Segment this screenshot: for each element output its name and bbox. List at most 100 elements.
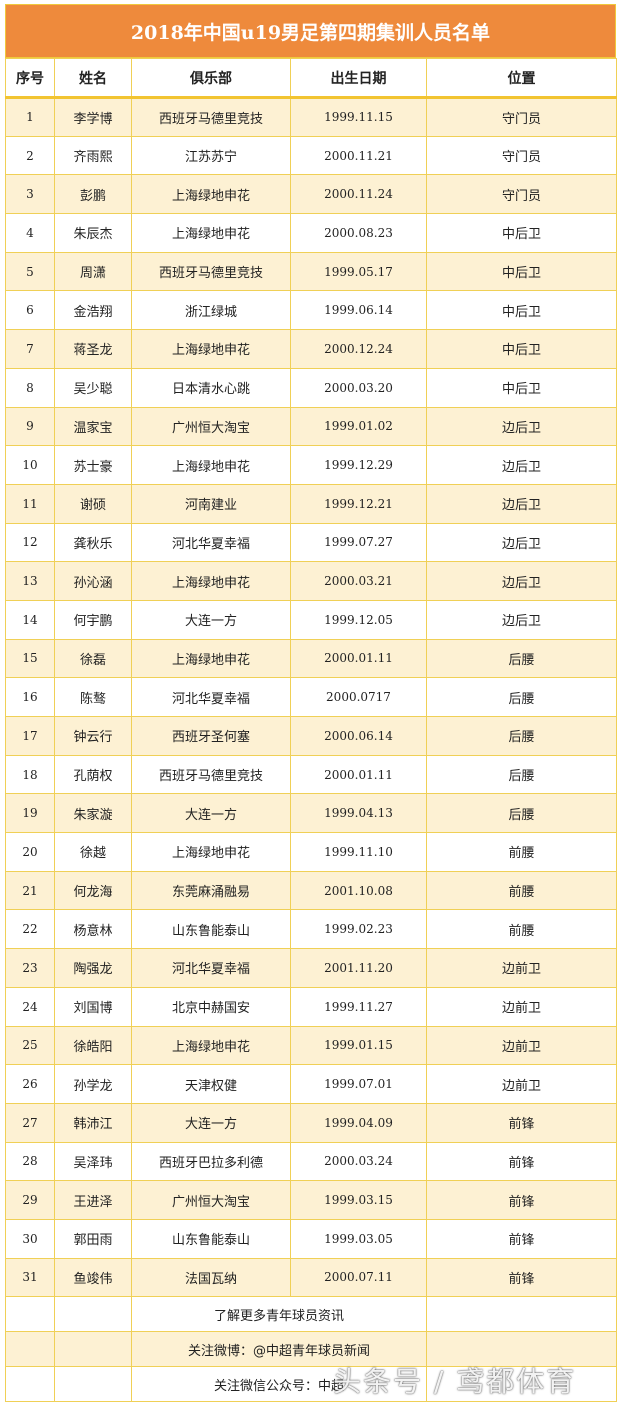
footer-text: 了解更多青年球员资讯 — [131, 1296, 427, 1333]
cell-position: 前锋 — [426, 1102, 617, 1143]
table-row: 26 孙学龙 天津权健 1999.07.01 边前卫 — [5, 1064, 617, 1104]
table-row: 7 蒋圣龙 上海绿地申花 2000.12.24 中后卫 — [5, 329, 617, 369]
table-row: 13 孙沁涵 上海绿地申花 2000.03.21 边后卫 — [5, 561, 617, 601]
cell-name: 徐越 — [54, 832, 132, 872]
cell-index: 31 — [5, 1257, 55, 1298]
footer-row: 了解更多青年球员资讯 — [5, 1296, 617, 1333]
cell-name: 温家宝 — [54, 406, 132, 447]
cell-index: 13 — [5, 561, 55, 601]
cell-name: 齐雨熙 — [54, 135, 132, 176]
table-row: 14 何宇鹏 大连一方 1999.12.05 边后卫 — [5, 599, 617, 640]
cell-index: 20 — [5, 832, 55, 872]
table-row: 21 何龙海 东莞麻涌融易 2001.10.08 前腰 — [5, 870, 617, 911]
cell-birthdate: 1999.11.10 — [290, 832, 427, 872]
table-row: 2 齐雨熙 江苏苏宁 2000.11.21 守门员 — [5, 135, 617, 176]
cell-birthdate: 2001.11.20 — [290, 948, 427, 988]
header-row: 序号 姓名 俱乐部 出生日期 位置 — [5, 58, 617, 99]
cell-index: 17 — [5, 716, 55, 756]
cell-index: 25 — [5, 1025, 55, 1066]
cell-name: 钟云行 — [54, 716, 132, 756]
cell-club: 法国瓦纳 — [131, 1257, 291, 1298]
cell-birthdate: 2000.08.23 — [290, 213, 427, 253]
cell-name: 郭田雨 — [54, 1218, 132, 1259]
cell-index: 27 — [5, 1102, 55, 1143]
cell-name: 金浩翔 — [54, 290, 132, 331]
cell-index: 26 — [5, 1064, 55, 1104]
cell-position: 前腰 — [426, 870, 617, 911]
table-row: 30 郭田雨 山东鲁能泰山 1999.03.05 前锋 — [5, 1218, 617, 1259]
cell-position: 守门员 — [426, 135, 617, 176]
cell-name: 陈骜 — [54, 677, 132, 717]
cell-name: 何宇鹏 — [54, 599, 132, 640]
table-row: 17 钟云行 西班牙圣何塞 2000.06.14 后腰 — [5, 716, 617, 756]
cell-name: 朱家漩 — [54, 793, 132, 834]
cell-index: 28 — [5, 1141, 55, 1182]
footer-row: 关注微信公众号：中超 — [5, 1366, 617, 1403]
cell-name: 吴少聪 — [54, 367, 132, 408]
cell-index: 2 — [5, 135, 55, 176]
col-header-name: 姓名 — [54, 58, 132, 99]
cell-position: 边后卫 — [426, 561, 617, 601]
cell-name: 孙沁涵 — [54, 561, 132, 601]
table-row: 5 周潇 西班牙马德里竞技 1999.05.17 中后卫 — [5, 251, 617, 292]
table-row: 6 金浩翔 浙江绿城 1999.06.14 中后卫 — [5, 290, 617, 331]
cell-position: 边前卫 — [426, 1064, 617, 1104]
cell-index: 19 — [5, 793, 55, 834]
cell-club: 日本清水心跳 — [131, 367, 291, 408]
cell-position: 前锋 — [426, 1257, 617, 1298]
col-header-club: 俱乐部 — [131, 58, 291, 99]
cell-birthdate: 2000.06.14 — [290, 716, 427, 756]
cell-position: 中后卫 — [426, 367, 617, 408]
cell-name: 朱辰杰 — [54, 213, 132, 253]
table-row: 31 鱼竣伟 法国瓦纳 2000.07.11 前锋 — [5, 1257, 617, 1298]
cell-position: 前锋 — [426, 1218, 617, 1259]
cell-position: 守门员 — [426, 174, 617, 215]
col-header-index: 序号 — [5, 58, 55, 99]
cell-index: 9 — [5, 406, 55, 447]
cell-club: 上海绿地申花 — [131, 561, 291, 601]
table-row: 19 朱家漩 大连一方 1999.04.13 后腰 — [5, 793, 617, 834]
cell-birthdate: 1999.07.01 — [290, 1064, 427, 1104]
table-row: 24 刘国博 北京中赫国安 1999.11.27 边前卫 — [5, 986, 617, 1027]
cell-name: 韩沛江 — [54, 1102, 132, 1143]
cell-club: 山东鲁能泰山 — [131, 1218, 291, 1259]
cell-club: 西班牙马德里竞技 — [131, 97, 291, 137]
cell-club: 上海绿地申花 — [131, 1025, 291, 1066]
cell-position: 边前卫 — [426, 1025, 617, 1066]
table-row: 1 李学博 西班牙马德里竞技 1999.11.15 守门员 — [5, 97, 617, 137]
cell-name: 王进泽 — [54, 1180, 132, 1220]
footer-text: 关注微信公众号：中超 — [131, 1366, 427, 1403]
cell-birthdate: 2000.03.21 — [290, 561, 427, 601]
cell-index: 21 — [5, 870, 55, 911]
cell-club: 上海绿地申花 — [131, 832, 291, 872]
table-row: 20 徐越 上海绿地申花 1999.11.10 前腰 — [5, 832, 617, 872]
cell-club: 广州恒大淘宝 — [131, 406, 291, 447]
cell-birthdate: 2000.07.11 — [290, 1257, 427, 1298]
cell-club: 天津权健 — [131, 1064, 291, 1104]
cell-club: 广州恒大淘宝 — [131, 1180, 291, 1220]
cell-index: 15 — [5, 638, 55, 679]
cell-birthdate: 1999.04.09 — [290, 1102, 427, 1143]
cell-index: 1 — [5, 97, 55, 137]
cell-position: 前锋 — [426, 1180, 617, 1220]
cell-name: 杨意林 — [54, 909, 132, 950]
cell-birthdate: 1999.03.15 — [290, 1180, 427, 1220]
cell-birthdate: 1999.02.23 — [290, 909, 427, 950]
cell-club: 江苏苏宁 — [131, 135, 291, 176]
cell-position: 边后卫 — [426, 522, 617, 563]
cell-birthdate: 2000.12.24 — [290, 329, 427, 369]
cell-index: 5 — [5, 251, 55, 292]
roster-table: 序号 姓名 俱乐部 出生日期 位置 1 李学博 西班牙马德里竞技 1999.11.15… — [5, 58, 617, 1403]
cell-birthdate: 2000.01.11 — [290, 638, 427, 679]
table-row: 9 温家宝 广州恒大淘宝 1999.01.02 边后卫 — [5, 406, 617, 447]
cell-position: 中后卫 — [426, 329, 617, 369]
cell-position: 中后卫 — [426, 251, 617, 292]
cell-club: 河北华夏幸福 — [131, 522, 291, 563]
cell-club: 山东鲁能泰山 — [131, 909, 291, 950]
cell-birthdate: 2000.01.11 — [290, 754, 427, 795]
cell-index: 10 — [5, 445, 55, 485]
table-row: 12 龚秋乐 河北华夏幸福 1999.07.27 边后卫 — [5, 522, 617, 563]
cell-club: 东莞麻涌融易 — [131, 870, 291, 911]
cell-club: 西班牙马德里竞技 — [131, 251, 291, 292]
cell-index: 22 — [5, 909, 55, 950]
